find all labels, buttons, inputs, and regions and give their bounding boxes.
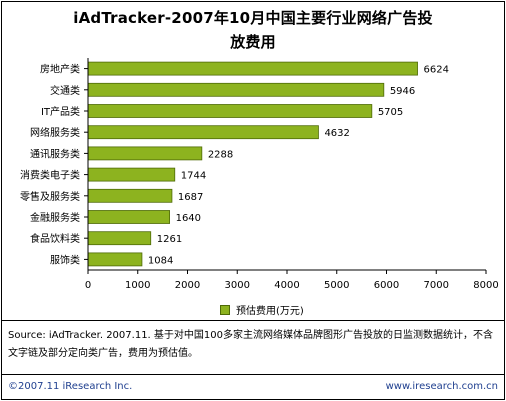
chart-title: iAdTracker-2007年10月中国主要行业网络广告投 放费用 bbox=[0, 6, 506, 54]
data-label: 4632 bbox=[324, 128, 349, 139]
data-label: 2288 bbox=[208, 149, 233, 160]
data-label: 1261 bbox=[157, 234, 182, 245]
legend-swatch bbox=[220, 304, 230, 315]
bar bbox=[87, 167, 176, 182]
bar bbox=[87, 231, 152, 246]
source-note: Source: iAdTracker. 2007.11. 基于对中国100多家主… bbox=[8, 330, 493, 359]
legend: 预估费用(万元) bbox=[220, 302, 304, 317]
category-label: 通讯服务类 bbox=[30, 147, 80, 160]
chart-title-line-2: 放费用 bbox=[230, 33, 276, 51]
category-label: 服饰类 bbox=[50, 253, 80, 266]
divider bbox=[1, 374, 504, 375]
plot-area: 房地产类 6624 交通类 5946 IT产品类 5705 网络服务类 4632 通讯服务类 22… bbox=[20, 58, 499, 291]
x-tick-label: 8000 bbox=[473, 280, 498, 291]
data-label: 1640 bbox=[176, 213, 201, 224]
website-text: www.iresearch.com.cn bbox=[385, 381, 498, 392]
x-tick-label: 4000 bbox=[274, 280, 299, 291]
data-label: 1744 bbox=[181, 171, 206, 182]
x-tick-label: 5000 bbox=[324, 280, 349, 291]
bar bbox=[87, 125, 319, 140]
data-label: 1687 bbox=[178, 192, 203, 203]
bar bbox=[87, 188, 173, 203]
data-label: 5946 bbox=[390, 86, 415, 97]
x-tick-label: 2000 bbox=[175, 280, 200, 291]
category-label: 交通类 bbox=[50, 84, 80, 97]
bar bbox=[87, 82, 385, 97]
bar bbox=[87, 210, 170, 224]
bar bbox=[87, 252, 143, 267]
bar bbox=[87, 61, 418, 76]
x-tick-label: 7000 bbox=[424, 280, 449, 291]
category-label: 零售及服务类 bbox=[20, 190, 80, 203]
category-label: 房地产类 bbox=[40, 63, 80, 76]
data-label: 6624 bbox=[424, 65, 449, 76]
x-tick-label: 3000 bbox=[225, 280, 250, 291]
category-label: 网络服务类 bbox=[30, 126, 80, 139]
data-label: 1084 bbox=[148, 255, 173, 266]
divider bbox=[1, 320, 504, 321]
category-label: 金融服务类 bbox=[30, 211, 80, 224]
legend-label: 预估费用(万元) bbox=[236, 306, 304, 317]
category-label: 食品饮料类 bbox=[30, 232, 80, 245]
bar bbox=[87, 146, 203, 161]
category-label: IT产品类 bbox=[41, 105, 80, 118]
x-tick-label: 6000 bbox=[374, 280, 399, 291]
chart-title-line-1: iAdTracker-2007年10月中国主要行业网络广告投 bbox=[73, 9, 433, 27]
x-tick-label: 1000 bbox=[125, 280, 150, 291]
category-label: 消费类电子类 bbox=[20, 169, 80, 182]
footer: ©2007.11 iResearch Inc. www.iresearch.co… bbox=[8, 381, 498, 392]
copyright-text: ©2007.11 iResearch Inc. bbox=[8, 381, 133, 392]
data-label: 5705 bbox=[378, 107, 403, 118]
bar-chart: 房地产类 6624 交通类 5946 IT产品类 5705 网络服务类 4632 通讯服务类 22… bbox=[20, 58, 499, 291]
x-tick-label: 0 bbox=[85, 280, 91, 291]
bar bbox=[87, 104, 373, 118]
